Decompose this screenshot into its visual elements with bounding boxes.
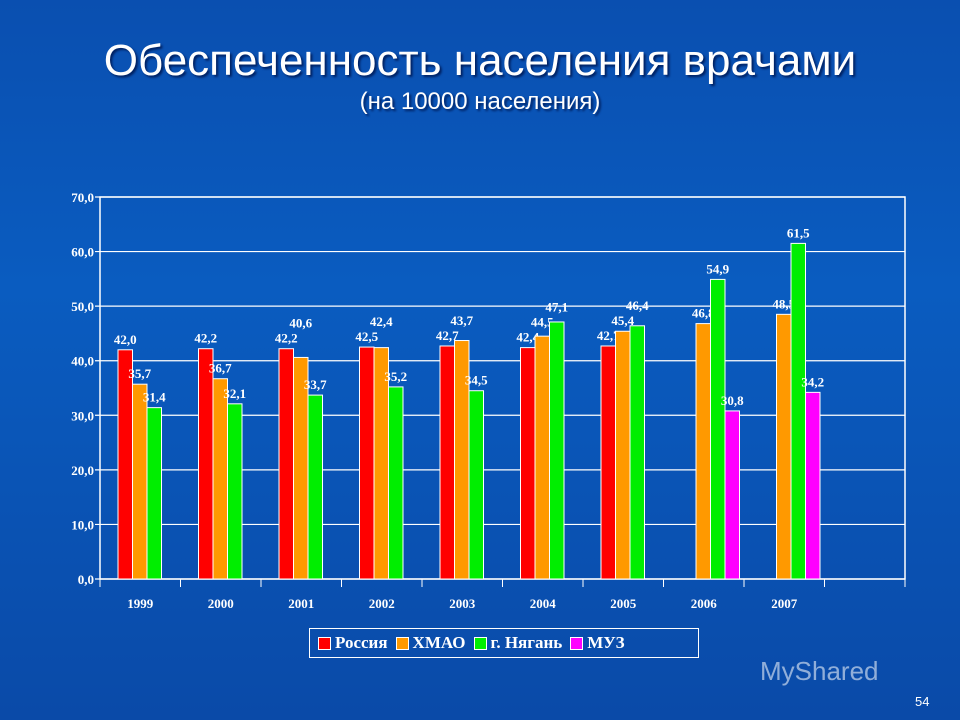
data-label: 43,7 — [450, 313, 473, 328]
y-tick-label: 30,0 — [71, 408, 94, 423]
x-tick-label: 2005 — [610, 596, 637, 611]
legend: Россия ХМАО г. Нягань МУЗ — [309, 628, 699, 658]
x-tick-label: 2000 — [208, 596, 234, 611]
legend-item: ХМАО — [395, 633, 466, 653]
data-label: 31,4 — [143, 390, 166, 405]
chart-title: Обеспеченность населения врачами — [103, 36, 857, 85]
bar-Россия — [600, 345, 616, 580]
data-label: 40,6 — [289, 316, 312, 331]
x-tick-label: 1999 — [127, 596, 154, 611]
bar-МУЗ — [805, 391, 821, 580]
data-label: 44,5 — [531, 315, 554, 330]
legend-swatch — [570, 636, 584, 650]
data-label: 46,8 — [692, 306, 715, 321]
data-label: 42,5 — [355, 329, 378, 344]
data-label: 61,5 — [787, 225, 810, 240]
data-label: 30,8 — [721, 393, 744, 408]
bar-г. Нягань — [710, 278, 726, 580]
x-tick-label: 2001 — [288, 596, 314, 611]
data-label: 42,2 — [194, 331, 217, 346]
x-tick-label: 2002 — [369, 596, 395, 611]
x-tick-label: 2004 — [530, 596, 557, 611]
bar-ХМАО — [615, 330, 631, 580]
data-label: 46,4 — [626, 298, 649, 313]
bar-Россия — [117, 349, 133, 580]
bar-г. Нягань — [790, 242, 806, 580]
bar-г. Нягань — [629, 325, 645, 580]
data-label: 32,1 — [223, 386, 246, 401]
data-label: 34,2 — [801, 374, 824, 389]
y-tick-label: 20,0 — [71, 463, 94, 478]
x-tick-label: 2006 — [691, 596, 718, 611]
data-label: 42,7 — [436, 328, 459, 343]
legend-swatch — [395, 636, 409, 650]
bar-ХМАО — [776, 313, 792, 580]
data-label: 33,7 — [304, 377, 327, 392]
legend-swatch — [318, 636, 331, 650]
x-tick-label: 2003 — [449, 596, 476, 611]
chart-subtitle: (на 10000 населения) — [359, 88, 601, 115]
x-tick-label: 2007 — [771, 596, 798, 611]
bar-ХМАО — [212, 378, 228, 580]
y-tick-label: 0,0 — [78, 572, 94, 587]
data-label: 54,9 — [706, 261, 729, 276]
bar-ХМАО — [132, 383, 148, 580]
data-label: 47,1 — [545, 300, 568, 315]
bar-г. Нягань — [468, 390, 484, 580]
data-label: 35,2 — [384, 369, 407, 384]
bar-ХМАО — [534, 335, 550, 580]
bar-Россия — [198, 348, 214, 580]
data-label: 48,5 — [772, 296, 795, 311]
data-label: 42,7 — [597, 328, 620, 343]
y-tick-label: 60,0 — [71, 245, 94, 260]
legend-label: г. Нягань — [490, 633, 563, 652]
data-label: 34,5 — [465, 373, 488, 388]
bar-Россия — [359, 346, 375, 580]
data-label: 35,7 — [128, 366, 151, 381]
legend-label: МУЗ — [587, 633, 625, 652]
y-tick-label: 50,0 — [71, 299, 94, 314]
watermark: MyShared — [760, 656, 879, 686]
legend-item: МУЗ — [570, 633, 625, 653]
page-number: 54 — [915, 694, 930, 709]
bar-ХМАО — [695, 323, 711, 580]
data-label: 42,4 — [516, 330, 539, 345]
legend-label: ХМАО — [412, 633, 466, 652]
data-label: 42,4 — [370, 314, 393, 329]
bar-Россия — [439, 345, 455, 580]
data-label: 36,7 — [209, 361, 232, 376]
bar-Россия — [520, 347, 536, 580]
bar-МУЗ — [724, 410, 740, 580]
bar-г. Нягань — [227, 403, 243, 580]
legend-item: г. Нягань — [473, 633, 563, 653]
y-tick-label: 40,0 — [71, 354, 94, 369]
y-tick-label: 70,0 — [71, 190, 94, 205]
legend-label: Россия — [335, 633, 388, 652]
data-label: 42,0 — [114, 332, 137, 347]
legend-item: Россия — [318, 633, 388, 653]
bar-г. Нягань — [146, 407, 162, 580]
bar-г. Нягань — [307, 394, 323, 580]
bar-г. Нягань — [388, 386, 404, 580]
bar-Россия — [278, 348, 294, 580]
data-label: 45,4 — [611, 313, 634, 328]
bar-г. Нягань — [549, 321, 565, 580]
data-label: 42,2 — [275, 331, 298, 346]
y-tick-label: 10,0 — [71, 517, 94, 532]
legend-swatch — [473, 636, 487, 650]
